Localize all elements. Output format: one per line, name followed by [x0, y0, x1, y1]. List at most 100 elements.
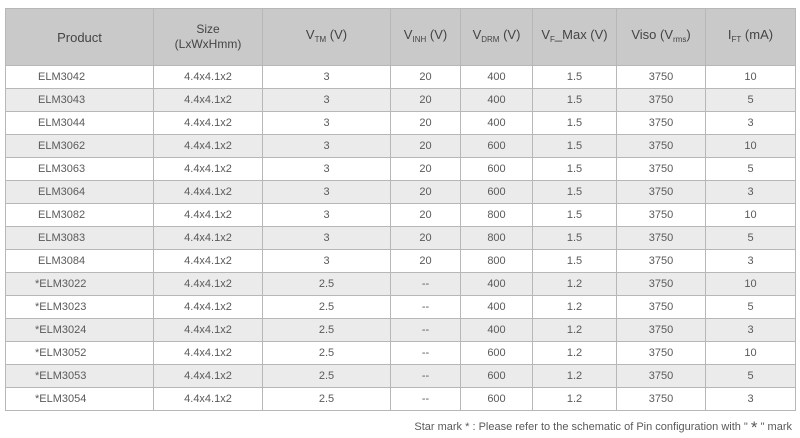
table-row: ELM3082 4.4x4.1x2 3 20 800 1.5 3750 10 — [5, 203, 796, 227]
cell-size: 4.4x4.1x2 — [153, 341, 263, 365]
cell-vinh: 20 — [390, 88, 461, 112]
cell-viso: 3750 — [616, 157, 706, 181]
cell-size: 4.4x4.1x2 — [153, 295, 263, 319]
cell-vtm: 3 — [262, 203, 391, 227]
header-vtm: VTM (V) — [262, 8, 391, 66]
cell-viso: 3750 — [616, 295, 706, 319]
cell-vinh: -- — [390, 341, 461, 365]
cell-vdrm: 400 — [460, 272, 533, 296]
cell-vf-max: 1.5 — [532, 180, 617, 204]
table-row: ELM3044 4.4x4.1x2 3 20 400 1.5 3750 3 — [5, 111, 796, 135]
star-mark-footnote: Star mark * : Please refer to the schema… — [414, 418, 792, 437]
cell-vf-max: 1.2 — [532, 318, 617, 342]
cell-ift: 5 — [705, 88, 796, 112]
cell-product: ELM3063 — [5, 157, 154, 181]
cell-vdrm: 400 — [460, 65, 533, 89]
cell-product: ELM3062 — [5, 134, 154, 158]
cell-vdrm: 600 — [460, 134, 533, 158]
cell-vtm: 2.5 — [262, 272, 391, 296]
cell-viso: 3750 — [616, 387, 706, 411]
table-row: ELM3062 4.4x4.1x2 3 20 600 1.5 3750 10 — [5, 134, 796, 158]
cell-product: *ELM3053 — [5, 364, 154, 388]
cell-ift: 10 — [705, 65, 796, 89]
cell-vf-max: 1.2 — [532, 364, 617, 388]
cell-size: 4.4x4.1x2 — [153, 157, 263, 181]
table-row: ELM3064 4.4x4.1x2 3 20 600 1.5 3750 3 — [5, 180, 796, 204]
cell-vtm: 3 — [262, 134, 391, 158]
cell-vtm: 2.5 — [262, 364, 391, 388]
cell-ift: 10 — [705, 134, 796, 158]
cell-product: ELM3044 — [5, 111, 154, 135]
cell-vdrm: 400 — [460, 318, 533, 342]
cell-viso: 3750 — [616, 341, 706, 365]
cell-vf-max: 1.2 — [532, 387, 617, 411]
star-symbol-large: * — [750, 418, 758, 437]
cell-vdrm: 400 — [460, 295, 533, 319]
cell-ift: 3 — [705, 249, 796, 273]
table-row: *ELM3022 4.4x4.1x2 2.5 -- 400 1.2 3750 10 — [5, 272, 796, 296]
cell-product: *ELM3023 — [5, 295, 154, 319]
cell-size: 4.4x4.1x2 — [153, 180, 263, 204]
header-viso: Viso (Vrms) — [616, 8, 706, 66]
cell-size: 4.4x4.1x2 — [153, 318, 263, 342]
header-vinh: VINH (V) — [390, 8, 461, 66]
cell-vinh: 20 — [390, 180, 461, 204]
cell-product: *ELM3022 — [5, 272, 154, 296]
cell-vinh: 20 — [390, 226, 461, 250]
header-ift: IFT (mA) — [705, 8, 796, 66]
cell-ift: 5 — [705, 364, 796, 388]
header-size: Size (LxWxHmm) — [153, 8, 263, 66]
cell-size: 4.4x4.1x2 — [153, 203, 263, 227]
cell-vf-max: 1.2 — [532, 295, 617, 319]
cell-vinh: -- — [390, 295, 461, 319]
cell-viso: 3750 — [616, 226, 706, 250]
cell-vinh: -- — [390, 364, 461, 388]
cell-viso: 3750 — [616, 364, 706, 388]
cell-vtm: 2.5 — [262, 341, 391, 365]
cell-size: 4.4x4.1x2 — [153, 387, 263, 411]
cell-viso: 3750 — [616, 203, 706, 227]
cell-viso: 3750 — [616, 88, 706, 112]
cell-ift: 10 — [705, 272, 796, 296]
table-header-row: Product Size (LxWxHmm) VTM (V) VINH (V) V… — [5, 8, 796, 66]
cell-vtm: 3 — [262, 249, 391, 273]
table-row: *ELM3053 4.4x4.1x2 2.5 -- 600 1.2 3750 5 — [5, 364, 796, 388]
cell-product: ELM3064 — [5, 180, 154, 204]
cell-vtm: 2.5 — [262, 387, 391, 411]
table-row: *ELM3023 4.4x4.1x2 2.5 -- 400 1.2 3750 5 — [5, 295, 796, 319]
cell-vdrm: 800 — [460, 226, 533, 250]
cell-viso: 3750 — [616, 134, 706, 158]
cell-vf-max: 1.5 — [532, 111, 617, 135]
cell-vinh: -- — [390, 387, 461, 411]
table-row: ELM3083 4.4x4.1x2 3 20 800 1.5 3750 5 — [5, 226, 796, 250]
cell-ift: 3 — [705, 111, 796, 135]
cell-viso: 3750 — [616, 111, 706, 135]
cell-vdrm: 400 — [460, 88, 533, 112]
table-row: ELM3043 4.4x4.1x2 3 20 400 1.5 3750 5 — [5, 88, 796, 112]
cell-vdrm: 800 — [460, 249, 533, 273]
cell-vinh: -- — [390, 272, 461, 296]
cell-product: ELM3043 — [5, 88, 154, 112]
cell-vinh: 20 — [390, 157, 461, 181]
cell-vdrm: 600 — [460, 341, 533, 365]
cell-vdrm: 600 — [460, 180, 533, 204]
cell-vtm: 3 — [262, 88, 391, 112]
cell-vinh: 20 — [390, 134, 461, 158]
cell-viso: 3750 — [616, 180, 706, 204]
cell-vdrm: 800 — [460, 203, 533, 227]
cell-viso: 3750 — [616, 272, 706, 296]
cell-product: ELM3083 — [5, 226, 154, 250]
cell-vf-max: 1.5 — [532, 65, 617, 89]
cell-vdrm: 600 — [460, 387, 533, 411]
cell-vtm: 2.5 — [262, 318, 391, 342]
cell-vinh: 20 — [390, 249, 461, 273]
cell-vtm: 3 — [262, 180, 391, 204]
cell-product: ELM3042 — [5, 65, 154, 89]
cell-vf-max: 1.2 — [532, 341, 617, 365]
cell-ift: 5 — [705, 295, 796, 319]
cell-viso: 3750 — [616, 249, 706, 273]
cell-size: 4.4x4.1x2 — [153, 272, 263, 296]
cell-vinh: 20 — [390, 203, 461, 227]
cell-size: 4.4x4.1x2 — [153, 249, 263, 273]
product-spec-table: Product Size (LxWxHmm) VTM (V) VINH (V) V… — [5, 8, 796, 411]
